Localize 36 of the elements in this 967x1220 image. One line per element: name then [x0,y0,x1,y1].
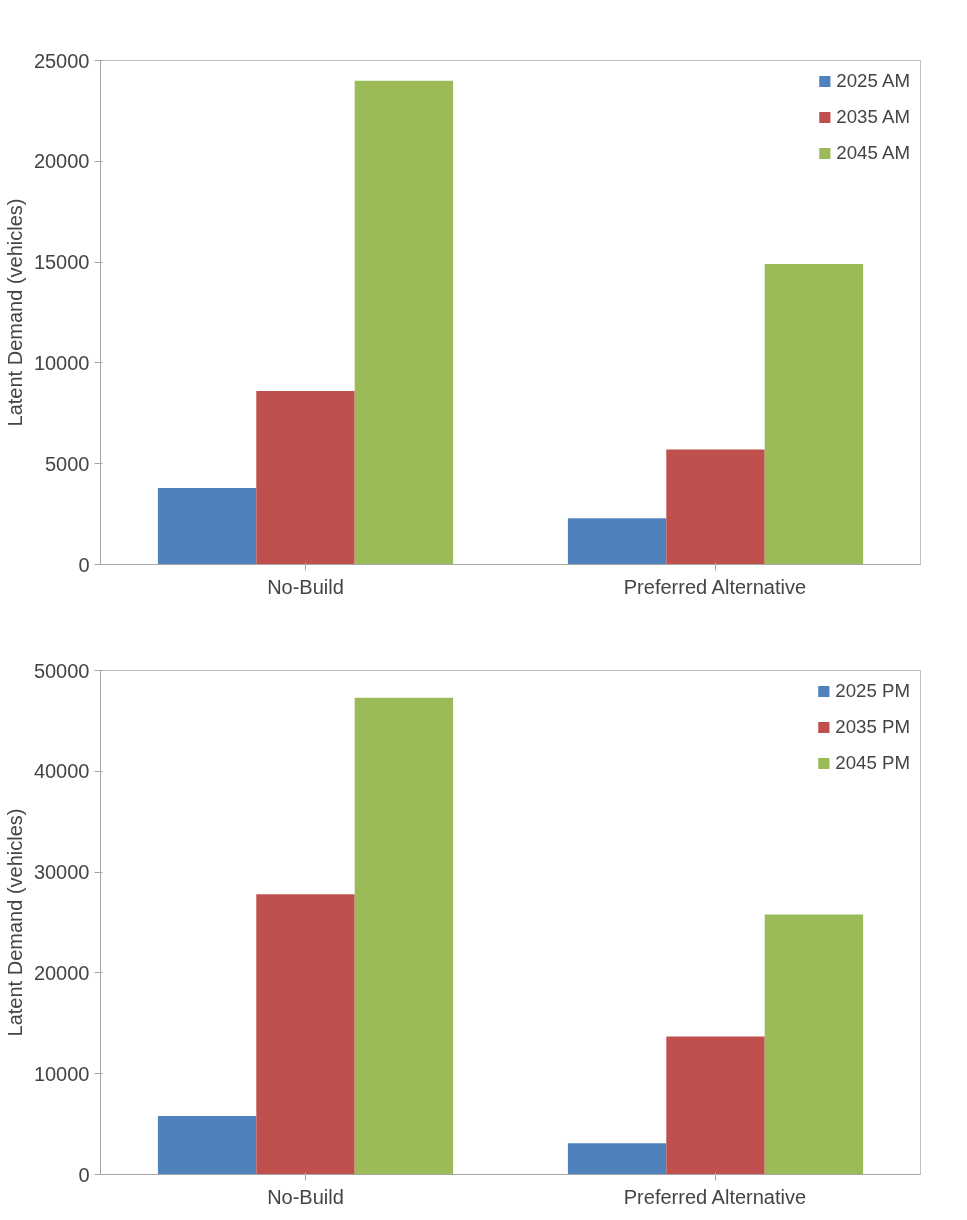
x-tick-label: No-Build [267,1185,344,1208]
y-tick-label: 10000 [33,351,90,374]
y-tick-label: 5000 [45,452,90,475]
y-tick-label: 15000 [33,251,90,274]
bar [157,1116,257,1175]
bar [764,264,864,565]
y-tick-label: 20000 [33,150,90,173]
legend-label: 2045 AM [836,142,910,164]
x-tick-label: Preferred Alternative [623,575,807,598]
bar [256,894,355,1175]
legend-label: 2035 AM [836,106,910,128]
y-tick-label: 10000 [33,1062,90,1085]
x-tick-label: Preferred Alternative [623,1185,807,1208]
bar [567,518,667,565]
bar [666,1036,765,1175]
y-tick-label: 0 [78,1163,90,1186]
bar [157,487,257,565]
y-tick-label: 20000 [33,961,90,984]
bar [567,1143,667,1175]
y-axis-title: Latent Demand (vehicles) [3,198,26,427]
legend-label: 2025 AM [836,70,910,92]
x-tick-label: No-Build [267,575,344,598]
bar [354,697,454,1175]
y-tick-label: 30000 [33,861,90,884]
bar [354,80,454,565]
legend-label: 2025 PM [835,680,910,702]
legend-label: 2045 PM [835,752,910,774]
bar [666,449,765,565]
y-tick-label: 40000 [33,760,90,783]
y-tick-label: 50000 [33,659,90,682]
y-axis-title: Latent Demand (vehicles) [3,808,26,1037]
y-tick-label: 25000 [33,49,90,72]
bar [256,391,355,565]
y-tick-label: 0 [78,553,90,576]
legend-label: 2035 PM [835,716,910,738]
bar [764,914,864,1175]
